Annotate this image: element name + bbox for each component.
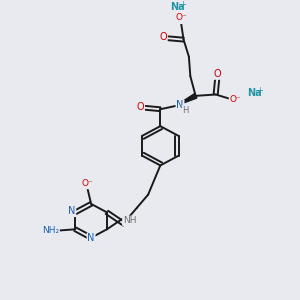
Text: Na: Na (170, 2, 184, 12)
Text: O⁻: O⁻ (230, 95, 241, 104)
Text: Na: Na (247, 88, 262, 98)
Text: N: N (87, 233, 95, 243)
Text: NH₂: NH₂ (42, 226, 59, 235)
Text: +: + (179, 0, 186, 9)
Text: O⁻: O⁻ (82, 179, 94, 188)
Text: NH: NH (123, 216, 136, 225)
Text: O: O (136, 102, 144, 112)
Text: O: O (213, 69, 221, 79)
Text: +: + (256, 86, 263, 95)
Text: O: O (159, 32, 167, 42)
Text: N: N (176, 100, 184, 110)
Polygon shape (176, 94, 197, 106)
Text: H: H (182, 106, 188, 115)
Text: N: N (68, 206, 76, 216)
Text: O⁻: O⁻ (175, 13, 187, 22)
